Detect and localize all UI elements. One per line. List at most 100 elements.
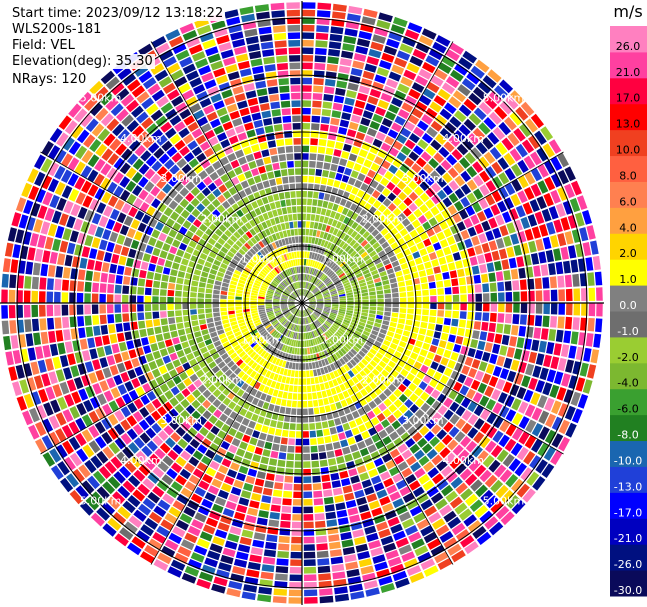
range-gate: [329, 549, 342, 557]
range-gate: [363, 254, 371, 262]
range-gate: [75, 485, 89, 500]
range-gate: [219, 413, 228, 423]
range-gate: [249, 228, 257, 236]
range-gate: [291, 198, 297, 206]
range-gate: [267, 327, 274, 333]
range-gate: [274, 216, 280, 224]
range-gate: [234, 125, 245, 134]
range-gate: [288, 285, 293, 292]
range-gate: [242, 343, 250, 350]
range-gate: [61, 304, 69, 316]
range-gate: [213, 312, 220, 317]
range-gate: [155, 333, 164, 342]
range-gate: [220, 299, 227, 303]
range-gate: [207, 182, 217, 192]
range-gate: [536, 196, 547, 210]
range-gate: [227, 299, 235, 303]
range-gate: [317, 336, 322, 344]
range-gate: [220, 290, 228, 296]
range-gate: [48, 145, 61, 160]
range-gate: [345, 331, 352, 338]
range-gate: [227, 295, 235, 300]
range-gate: [436, 231, 446, 241]
range-gate: [388, 147, 399, 157]
range-gate: [317, 222, 323, 230]
range-gate: [572, 317, 580, 330]
range-gate: [309, 301, 316, 303]
range-gate: [201, 498, 213, 509]
range-gate: [321, 223, 327, 231]
range-gate: [97, 128, 110, 142]
range-gate: [291, 521, 302, 529]
range-gate: [288, 305, 295, 308]
range-gate: [248, 160, 257, 170]
range-gate: [258, 26, 272, 35]
range-gate: [129, 286, 137, 295]
range-gate: [275, 323, 281, 329]
range-gate: [340, 399, 348, 408]
range-gate: [215, 325, 223, 331]
range-gate: [235, 551, 249, 561]
range-gate: [62, 267, 71, 279]
range-gate: [453, 162, 465, 174]
range-gate: [318, 344, 323, 352]
range-gate: [212, 160, 222, 170]
range-gate: [451, 318, 459, 327]
range-gate: [102, 481, 116, 495]
range-gate: [208, 251, 217, 259]
range-gate: [457, 268, 465, 278]
range-gate: [448, 389, 458, 400]
range-gate: [244, 28, 258, 38]
range-gate: [309, 324, 313, 331]
range-gate: [515, 143, 528, 158]
range-gate: [122, 480, 136, 493]
range-gate: [422, 480, 435, 491]
range-gate: [211, 336, 220, 343]
range-gate: [106, 496, 121, 510]
range-gate: [296, 332, 299, 340]
range-gate: [254, 279, 262, 285]
ring-label: 3.00km: [402, 414, 444, 427]
range-gate: [302, 243, 305, 251]
range-gate: [310, 323, 314, 330]
range-gate: [191, 280, 199, 287]
range-gate: [305, 228, 310, 236]
range-gate: [361, 430, 370, 440]
range-gate: [35, 438, 47, 454]
range-gate: [431, 338, 440, 346]
range-gate: [108, 442, 121, 455]
range-gate: [346, 361, 354, 369]
range-gate: [31, 318, 40, 332]
range-gate: [207, 213, 216, 223]
range-gate: [418, 68, 432, 80]
range-gate: [140, 394, 150, 406]
range-gate: [292, 292, 297, 298]
range-gate: [518, 431, 530, 445]
range-gate: [326, 319, 333, 325]
range-gate: [126, 228, 136, 239]
range-gate: [41, 418, 54, 433]
range-gate: [429, 101, 442, 113]
range-gate: [437, 364, 446, 374]
range-gate: [296, 309, 300, 316]
range-gate: [206, 317, 214, 324]
range-gate: [258, 291, 266, 296]
range-gate: [215, 255, 224, 262]
range-gate: [303, 506, 313, 514]
range-gate: [216, 204, 226, 214]
range-gate: [63, 200, 74, 214]
range-gate: [187, 427, 198, 437]
range-gate: [313, 78, 324, 86]
range-gate: [145, 279, 153, 288]
range-gate: [270, 101, 281, 110]
range-gate: [54, 317, 62, 329]
range-gate: [374, 322, 382, 328]
range-gate: [341, 207, 349, 216]
range-gate: [323, 350, 329, 357]
range-gate: [513, 244, 522, 256]
range-gate: [156, 525, 170, 538]
range-gate: [378, 392, 388, 402]
range-gate: [464, 356, 474, 367]
range-gate: [332, 304, 339, 307]
range-gate: [391, 97, 403, 108]
